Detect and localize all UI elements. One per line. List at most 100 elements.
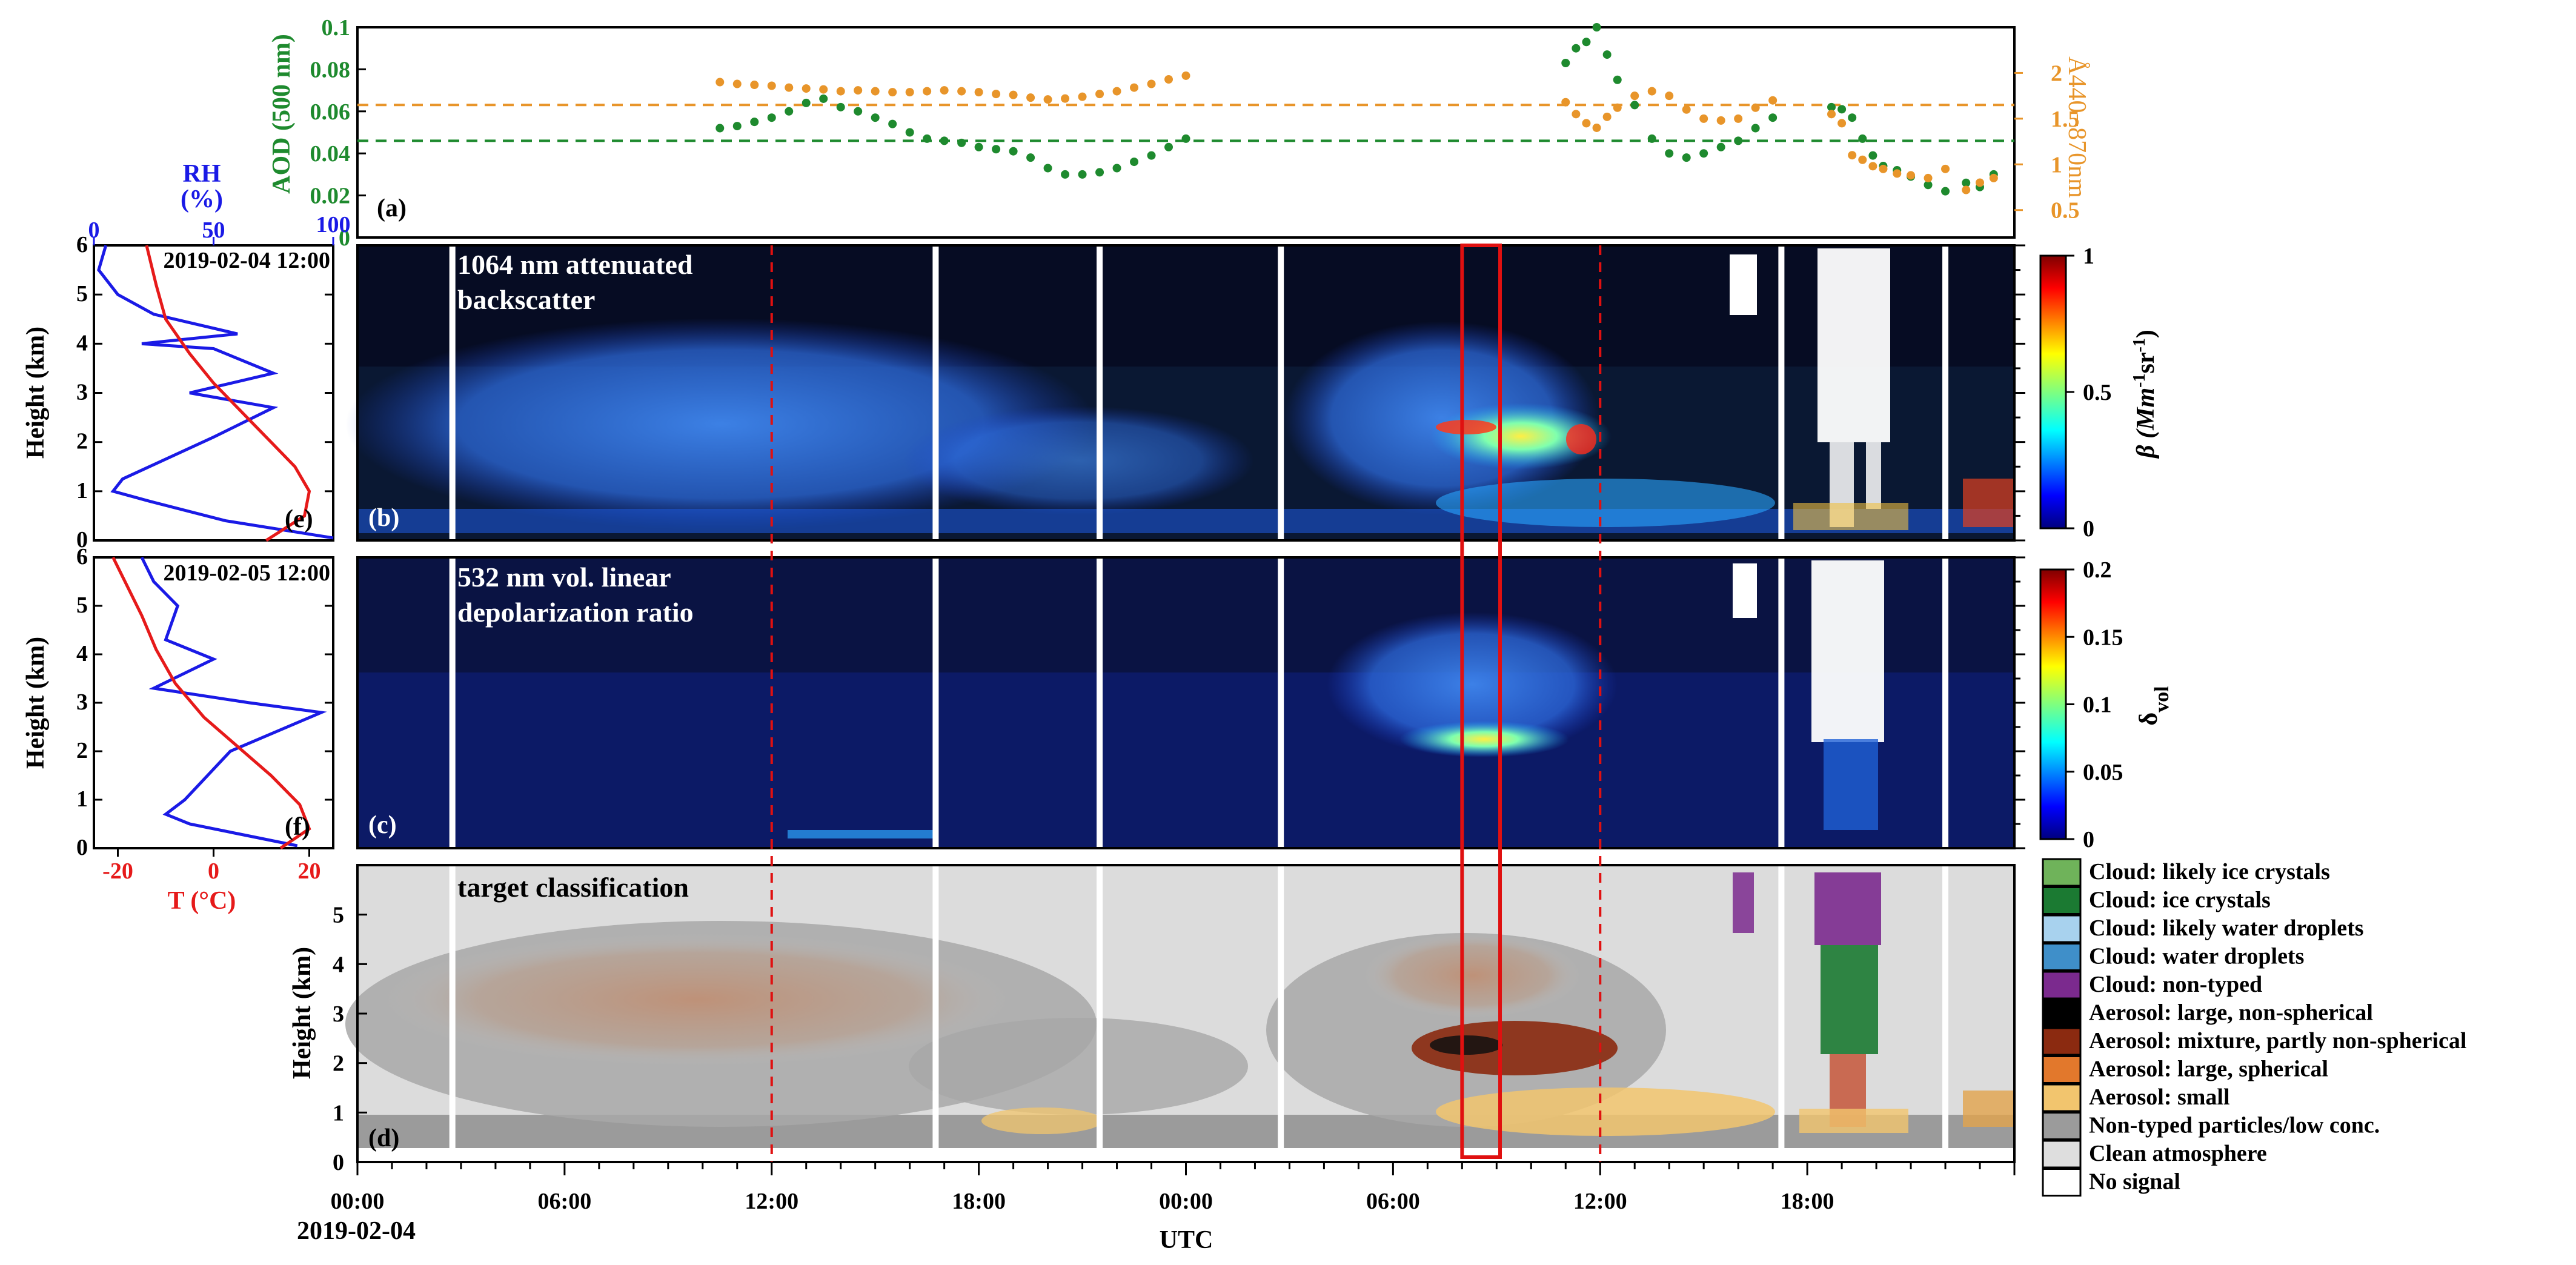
panel-a-points: [715, 23, 1998, 196]
time-tick-label: 18:00: [1781, 1189, 1834, 1214]
data-gap: [1278, 865, 1284, 1148]
angstrom-point: [1941, 164, 1950, 173]
aod-point: [1061, 170, 1070, 179]
angstrom-point: [1893, 169, 1902, 178]
panel-b-title-line2: backscatter: [457, 284, 595, 315]
angstrom-point: [923, 87, 932, 96]
aod-point: [1858, 134, 1867, 143]
angstrom-point: [1907, 171, 1916, 180]
aod-point: [871, 113, 880, 122]
time-tick-label: 00:00: [331, 1189, 385, 1214]
angstrom-point: [1858, 155, 1867, 164]
aod-point: [1827, 102, 1836, 111]
boundary-layer-b-day2: [1436, 479, 1775, 527]
temperature-profile-0204: [145, 245, 311, 542]
beta-symbol: β (Mm: [2132, 388, 2160, 459]
aod-point: [1716, 142, 1725, 151]
aod-point: [1837, 105, 1847, 114]
profile-height-label: 6: [76, 544, 88, 569]
delta-symbol: δ: [2135, 712, 2163, 726]
panel-a-letter: (a): [377, 194, 407, 222]
depol-day2-hot: [1399, 721, 1569, 757]
panel-d-height-ticks: 0 1 2 3 4 5: [333, 903, 367, 1175]
panel-f-height-ticks: 0 1 2 3 4 5 6: [76, 544, 333, 860]
panel-c-colorbar-ticks: 0 0.05 0.1 0.15 0.2: [2066, 557, 2123, 852]
angstrom-point: [1768, 96, 1778, 105]
aod-point: [1112, 164, 1121, 173]
aod-axis-label: AOD (500 nm): [268, 34, 296, 194]
depol-day2-layer: [1327, 612, 1618, 757]
time-tick-label: 12:00: [745, 1189, 798, 1214]
angstrom-point: [1837, 119, 1847, 128]
aod-point: [750, 118, 759, 127]
aod-point: [1751, 124, 1760, 133]
angstrom-point: [1647, 87, 1656, 96]
aod-point: [1602, 50, 1612, 59]
rh-axis-ticks: 0 50 100: [88, 212, 351, 245]
height-tick-label: 5: [333, 903, 344, 928]
angstrom-point: [992, 90, 1001, 99]
cloud-cells-c: [1733, 560, 1884, 830]
aod-point: [715, 124, 725, 133]
data-gap: [1097, 245, 1103, 540]
angstrom-point: [1924, 173, 1933, 182]
angstrom-point: [1716, 116, 1725, 125]
aod-point: [1026, 153, 1035, 162]
data-gap: [932, 557, 939, 848]
time-tick-label: 12:00: [1573, 1189, 1627, 1214]
legend-swatch: [2042, 1140, 2082, 1169]
profile-height-label: 2: [76, 738, 88, 763]
panel-c-title-line2: depolarization ratio: [457, 597, 694, 628]
data-gap: [1778, 557, 1785, 848]
angstrom-point: [1061, 94, 1070, 103]
aod-point: [1043, 164, 1052, 173]
highlight-box: [1460, 244, 1502, 1159]
angstrom-point: [1989, 173, 1998, 182]
aod-point: [1078, 170, 1087, 179]
angstrom-point: [905, 88, 914, 97]
aod-point: [1009, 147, 1018, 156]
panel-d-nosignal: [357, 1148, 2014, 1162]
colorbar-tick-label: 0: [2083, 516, 2094, 542]
time-axis-label: UTC: [1160, 1226, 1213, 1254]
angstrom-point: [1699, 114, 1708, 123]
dust-layer-day1: [345, 318, 1097, 530]
aod-point: [767, 113, 776, 122]
angstrom-tick-label: 2: [2051, 61, 2062, 86]
aod-tick-label: 0.1: [322, 15, 351, 41]
legend-label: No signal: [2089, 1169, 2180, 1195]
angstrom-point: [1976, 178, 1985, 187]
angstrom-point: [1827, 110, 1836, 119]
height-tick-label: 1: [333, 1100, 344, 1126]
aod-point: [888, 119, 897, 128]
panel-c-data-gaps: [449, 557, 1949, 848]
aod-point: [1592, 23, 1601, 32]
angstrom-point: [785, 83, 794, 92]
height-tick-label: 3: [333, 1001, 344, 1027]
boundary-layer-c: [788, 830, 933, 838]
panel-c-colorbar: [2039, 568, 2067, 840]
angstrom-point: [732, 79, 742, 88]
angstrom-point: [767, 81, 776, 90]
panel-b-data-gaps: [449, 245, 1949, 540]
legend-swatch: [2042, 914, 2082, 943]
data-gap: [1942, 557, 1949, 848]
aod-point: [923, 134, 932, 143]
legend-swatch: [2042, 886, 2082, 915]
data-gap: [932, 245, 939, 540]
rh-tick-label: 100: [316, 212, 351, 237]
panel-d-classification: target classification (d) 0 1 2 3 4 5 Height …: [288, 858, 2466, 1197]
aod-point: [1130, 158, 1139, 167]
panel-e-height-ticks: 0 1 2 3 4 5 6: [76, 232, 333, 553]
angstrom-point: [1734, 114, 1743, 123]
aod-point: [836, 102, 845, 111]
height-tick-label: 2: [333, 1051, 344, 1077]
angstrom-point: [1164, 75, 1173, 84]
angstrom-point: [1630, 91, 1639, 101]
legend-label: Aerosol: small: [2089, 1084, 2230, 1110]
cbar-close: ): [2132, 330, 2160, 338]
aod-point: [819, 94, 828, 103]
panel-e-profile-0204: 0 1 2 3 4 5 6 0 50 100 2019-02-04 12:00 (e) Heig…: [22, 160, 351, 553]
colorbar-tick-label: 0.1: [2083, 692, 2112, 718]
delta-subscript: vol: [2151, 686, 2173, 712]
